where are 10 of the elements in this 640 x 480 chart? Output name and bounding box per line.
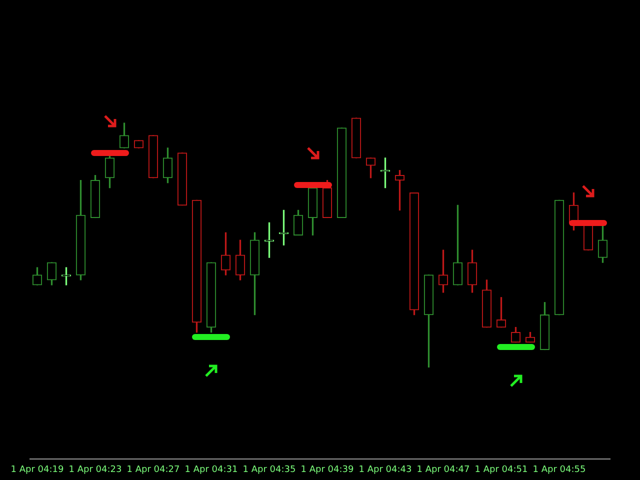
x-tick-label: 1 Apr 04:43	[358, 464, 412, 475]
x-tick-label: 1 Apr 04:19	[10, 464, 64, 475]
x-tick-label: 1 Apr 04:35	[242, 464, 296, 475]
x-tick-label: 1 Apr 04:27	[126, 464, 180, 475]
x-tick-label: 1 Apr 04:55	[532, 464, 586, 475]
x-tick-label: 1 Apr 04:31	[184, 464, 238, 475]
x-tick-label: 1 Apr 04:23	[68, 464, 122, 475]
x-tick-label: 1 Apr 04:51	[474, 464, 528, 475]
x-tick-label: 1 Apr 04:47	[416, 464, 470, 475]
x-tick-label: 1 Apr 04:39	[300, 464, 354, 475]
